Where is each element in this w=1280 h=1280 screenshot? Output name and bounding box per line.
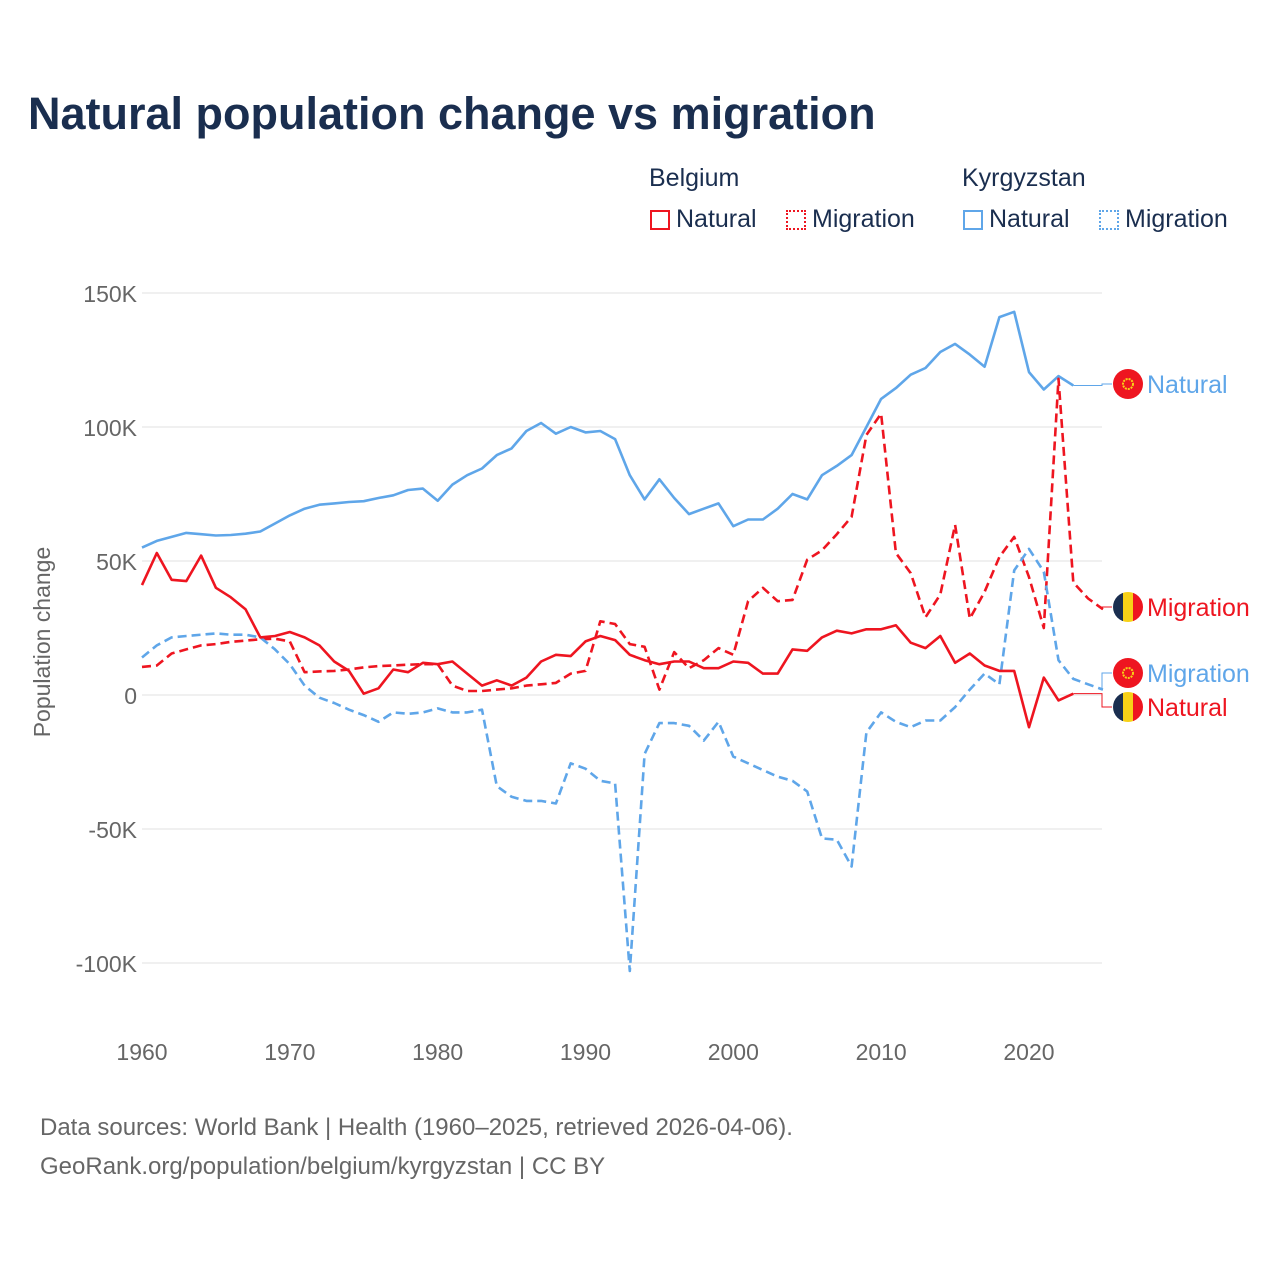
label-connector	[1101, 606, 1112, 610]
series-line-kyrgyzstan-natural	[141, 310, 1074, 549]
y-axis-label: Population change	[29, 547, 55, 738]
y-tick-label: 150K	[83, 281, 137, 307]
x-tick-label: 2000	[708, 1039, 759, 1065]
legend-belgium-natural[interactable]: Natural	[650, 205, 757, 234]
legend-belgium-migration[interactable]: Migration	[786, 205, 915, 234]
x-tick-label: 2010	[856, 1039, 907, 1065]
x-tick-label: 1960	[116, 1039, 167, 1065]
y-tick-label: 100K	[83, 415, 137, 441]
end-label: Migration	[1147, 594, 1250, 622]
legend-label: Migration	[1125, 205, 1228, 233]
end-label: Natural	[1147, 694, 1228, 722]
y-tick-label: 50K	[96, 549, 138, 575]
y-tick-label: 0	[124, 683, 137, 709]
legend-label: Natural	[676, 205, 757, 233]
kyrgyzstan-flag-sun-icon	[1122, 378, 1134, 390]
series-line-kyrgyzstan-migration	[141, 547, 1104, 973]
legend-group-kyrgyzstan: Kyrgyzstan	[962, 164, 1086, 192]
x-tick-label: 2020	[1003, 1039, 1054, 1065]
kyrgyzstan-flag-icon	[1113, 658, 1143, 688]
end-label: Migration	[1147, 660, 1250, 688]
source-note: Data sources: World Bank | Health (1960–…	[40, 1108, 793, 1186]
legend-swatch-solid-icon	[650, 209, 670, 230]
label-connector	[1073, 383, 1112, 386]
source-line-2[interactable]: GeoRank.org/population/belgium/kyrgyzsta…	[40, 1153, 606, 1180]
legend-swatch-solid-icon	[963, 209, 983, 230]
series-line-belgium-natural	[140, 551, 1074, 729]
belgium-flag-icon	[1113, 692, 1123, 722]
y-tick-label: -100K	[76, 951, 138, 977]
belgium-flag-icon	[1133, 592, 1143, 622]
legend-label: Migration	[812, 205, 915, 233]
end-label: Natural	[1147, 371, 1228, 399]
chart-title: Natural population change vs migration	[28, 88, 876, 139]
belgium-flag-icon	[1123, 692, 1133, 722]
belgium-flag-icon	[1123, 592, 1133, 622]
y-tick-label: -50K	[88, 817, 137, 843]
belgium-flag-icon	[1113, 592, 1123, 622]
label-connector	[1073, 693, 1112, 708]
legend-swatch-dotted-icon	[1099, 209, 1119, 230]
legend-swatch-dotted-icon	[786, 209, 806, 230]
legend-label: Natural	[989, 205, 1070, 233]
legend-kyrgyzstan-natural[interactable]: Natural	[963, 205, 1070, 234]
kyrgyzstan-flag-icon	[1113, 369, 1143, 399]
belgium-flag-icon	[1133, 692, 1143, 722]
x-tick-label: 1980	[412, 1039, 463, 1065]
kyrgyzstan-flag-sun-icon	[1122, 667, 1134, 679]
x-tick-label: 1990	[560, 1039, 611, 1065]
label-connector	[1101, 672, 1112, 691]
legend-kyrgyzstan-migration[interactable]: Migration	[1099, 205, 1228, 234]
legend-group-belgium: Belgium	[649, 164, 740, 192]
series-line-belgium-migration	[141, 377, 1104, 693]
x-tick-label: 1970	[264, 1039, 315, 1065]
source-line-1: Data sources: World Bank | Health (1960–…	[40, 1114, 793, 1141]
